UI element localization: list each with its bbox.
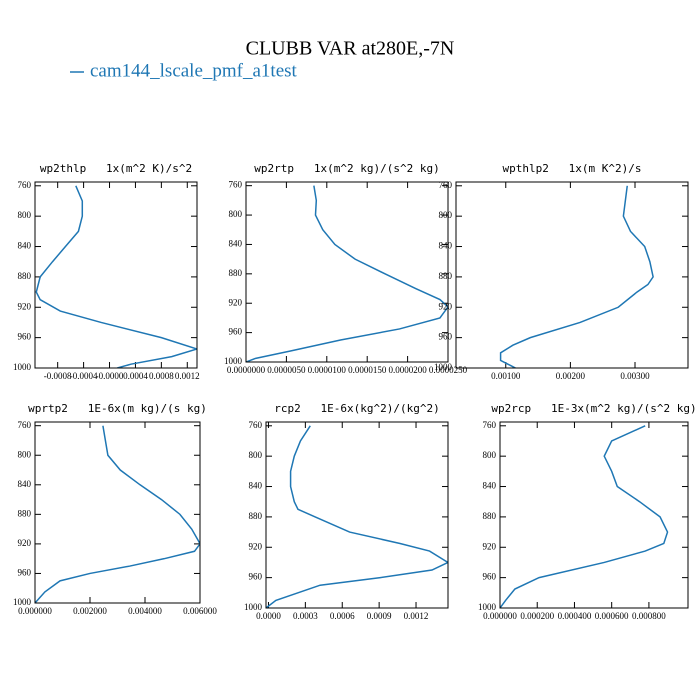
y-tick-label: 840	[483, 481, 497, 491]
y-tick-label: 840	[18, 479, 32, 489]
plot-frame	[34, 181, 198, 369]
y-tick-label: 840	[229, 239, 243, 249]
y-tick-label: 1000	[13, 597, 32, 607]
y-tick-label: 800	[18, 210, 32, 220]
x-tick-label: 0.006000	[183, 606, 217, 616]
figure-title: CLUBB VAR at280E,-7N	[246, 38, 455, 60]
plot-frame	[245, 181, 449, 363]
x-tick-label: 0.00300	[620, 371, 650, 381]
plot-frame	[499, 421, 689, 609]
y-tick-label: 960	[249, 572, 263, 582]
y-tick-label: 800	[249, 450, 263, 460]
y-tick-label: 880	[229, 268, 243, 278]
panel-title: wp2thlp 1x(m^2 K)/s^2	[40, 162, 192, 175]
profile-line	[35, 185, 197, 368]
x-tick-label: 0.0003	[293, 611, 318, 621]
y-tick-label: 960	[439, 332, 453, 342]
profile-line	[499, 185, 654, 368]
x-tick-label: 0.0000000	[227, 365, 266, 375]
y-tick-label: 880	[18, 508, 32, 518]
y-tick-label: 760	[249, 420, 263, 430]
x-tick-label: 0.0006	[330, 611, 355, 621]
x-tick-label: 0.0000200	[388, 365, 427, 375]
y-tick-label: 960	[18, 332, 32, 342]
panel-title: rcp2 1E-6x(kg^2)/(kg^2)	[274, 402, 440, 415]
y-tick-label: 920	[229, 297, 243, 307]
y-tick-label: 960	[18, 568, 32, 578]
x-tick-label: -0.0000	[96, 371, 124, 381]
x-tick-label: 0.0012	[175, 371, 200, 381]
y-tick-label: 960	[483, 572, 497, 582]
y-tick-label: 960	[229, 327, 243, 337]
x-tick-label: 0.00200	[556, 371, 586, 381]
profile-line	[246, 185, 448, 362]
y-tick-label: 920	[18, 538, 32, 548]
x-tick-label: 0.0000100	[308, 365, 347, 375]
y-tick-label: 1000	[224, 356, 243, 366]
x-tick-label: 0.0008	[149, 371, 174, 381]
y-tick-label: 800	[18, 449, 32, 459]
x-tick-label: 0.000000	[18, 606, 52, 616]
panel-title: wprtp2 1E-6x(m kg)/(s kg)	[28, 402, 207, 415]
y-tick-label: 760	[439, 180, 453, 190]
y-tick-label: 920	[439, 301, 453, 311]
x-tick-label: 0.000400	[558, 611, 592, 621]
x-tick-label: 0.002000	[73, 606, 107, 616]
profile-line	[500, 425, 669, 608]
plot-frame	[265, 421, 449, 609]
x-tick-label: 0.0000150	[348, 365, 387, 375]
y-tick-label: 880	[18, 271, 32, 281]
x-tick-label: 0.00100	[491, 371, 521, 381]
y-tick-label: 760	[483, 420, 497, 430]
y-tick-label: 880	[439, 271, 453, 281]
x-tick-label: 0.0012	[404, 611, 429, 621]
x-tick-label: 0.0000	[256, 611, 281, 621]
y-tick-label: 1000	[13, 362, 32, 372]
x-tick-label: 0.000600	[595, 611, 629, 621]
y-tick-label: 920	[483, 541, 497, 551]
y-tick-label: 1000	[244, 602, 263, 612]
y-tick-label: 1000	[434, 362, 453, 372]
y-tick-label: 840	[439, 241, 453, 251]
x-tick-label: -0.0008	[44, 371, 72, 381]
plot-frame	[455, 181, 689, 369]
panel-title: wp2rtp 1x(m^2 kg)/(s^2 kg)	[254, 162, 439, 175]
x-tick-label: 0.004000	[128, 606, 162, 616]
x-tick-label: 0.000200	[520, 611, 554, 621]
y-tick-label: 800	[229, 209, 243, 219]
y-tick-label: 840	[18, 241, 32, 251]
y-tick-label: 920	[18, 301, 32, 311]
panel-title: wp2rcp 1E-3x(m^2 kg)/(s^2 kg)	[491, 402, 696, 415]
profile-line	[35, 425, 200, 603]
x-tick-label: 0.0000050	[267, 365, 306, 375]
y-tick-label: 800	[439, 210, 453, 220]
y-tick-label: 760	[18, 180, 32, 190]
y-tick-label: 760	[229, 180, 243, 190]
y-tick-label: 920	[249, 541, 263, 551]
x-tick-label: 0.0009	[367, 611, 392, 621]
x-tick-label: 0.0000250	[429, 365, 468, 375]
y-tick-label: 760	[18, 420, 32, 430]
y-tick-label: 1000	[478, 602, 497, 612]
y-tick-label: 880	[483, 511, 497, 521]
plot-frame	[34, 421, 201, 604]
x-tick-label: -0.0004	[70, 371, 98, 381]
panel-title: wpthlp2 1x(m K^2)/s	[502, 162, 641, 175]
y-tick-label: 840	[249, 481, 263, 491]
y-tick-label: 880	[249, 511, 263, 521]
profile-line	[266, 425, 448, 608]
x-tick-label: 0.0004	[123, 371, 148, 381]
x-tick-label: 0.000000	[483, 611, 517, 621]
x-tick-label: 0.000800	[632, 611, 666, 621]
y-tick-label: 800	[483, 450, 497, 460]
legend-label: cam144_lscale_pmf_a1test	[90, 60, 298, 81]
